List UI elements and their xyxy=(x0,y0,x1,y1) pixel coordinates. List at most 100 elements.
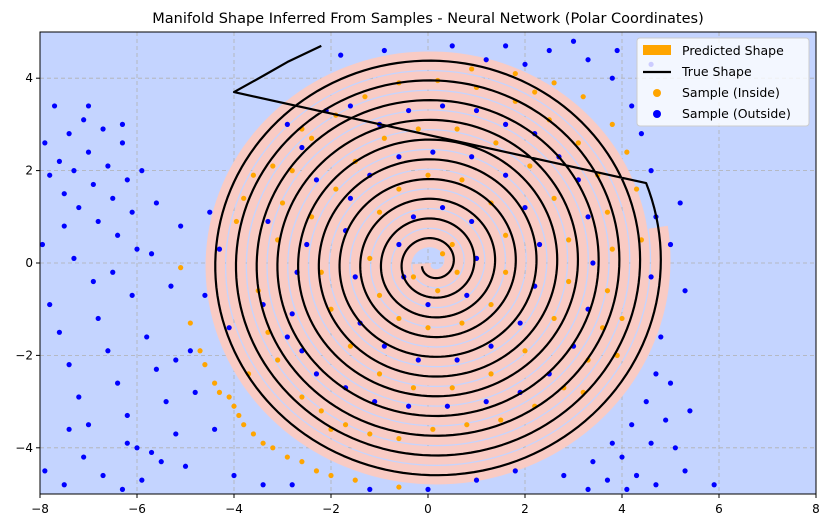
sample-outside-point xyxy=(85,422,92,428)
sample-outside-point xyxy=(667,241,674,248)
sample-outside-point xyxy=(119,121,126,127)
legend-label-inside: Sample (Inside) xyxy=(682,85,780,100)
sample-outside-point xyxy=(284,334,290,340)
sample-inside-point xyxy=(279,200,286,206)
sample-inside-point xyxy=(376,292,383,298)
x-tick-label: 6 xyxy=(715,502,723,516)
sample-inside-point xyxy=(609,121,615,127)
sample-outside-point xyxy=(614,47,620,54)
sample-outside-point xyxy=(289,482,295,488)
sample-inside-point xyxy=(197,348,203,354)
sample-outside-point xyxy=(473,477,480,483)
sample-outside-point xyxy=(444,403,450,409)
sample-outside-point xyxy=(410,214,417,220)
sample-outside-point xyxy=(202,292,208,298)
sample-outside-point xyxy=(42,140,48,146)
sample-inside-point xyxy=(439,251,446,257)
legend-swatch-inside xyxy=(653,89,661,97)
sample-outside-point xyxy=(95,218,101,225)
sample-outside-point xyxy=(483,399,489,405)
sample-outside-point xyxy=(604,477,611,483)
sample-outside-point xyxy=(406,107,412,114)
sample-inside-point xyxy=(580,94,586,100)
sample-outside-point xyxy=(677,200,683,206)
sample-outside-point xyxy=(124,440,130,446)
sample-outside-point xyxy=(449,43,455,49)
sample-inside-point xyxy=(202,362,208,368)
sample-outside-point xyxy=(124,177,130,183)
sample-inside-point xyxy=(342,422,349,428)
sample-inside-point xyxy=(231,403,237,409)
sample-inside-point xyxy=(566,278,572,285)
sample-inside-point xyxy=(522,348,528,354)
sample-outside-point xyxy=(148,449,155,456)
sample-outside-point xyxy=(396,154,402,160)
sample-inside-point xyxy=(250,172,256,178)
sample-inside-point xyxy=(503,269,509,275)
sample-inside-point xyxy=(551,315,557,322)
sample-outside-point xyxy=(663,417,669,423)
sample-outside-point xyxy=(105,348,111,354)
sample-outside-point xyxy=(643,399,649,405)
sample-outside-point xyxy=(522,204,528,211)
x-tick-label: 2 xyxy=(521,502,529,516)
sample-outside-point xyxy=(430,149,436,155)
sample-outside-point xyxy=(158,459,164,465)
sample-outside-point xyxy=(711,482,717,488)
sample-outside-point xyxy=(425,301,431,308)
sample-inside-point xyxy=(376,209,383,215)
sample-outside-point xyxy=(629,422,635,428)
sample-outside-point xyxy=(347,195,353,201)
sample-outside-point xyxy=(624,486,630,492)
sample-outside-point xyxy=(619,454,625,460)
sample-outside-point xyxy=(648,440,654,446)
sample-inside-point xyxy=(459,177,465,183)
sample-outside-point xyxy=(119,486,126,492)
legend-label-true: True Shape xyxy=(681,64,752,79)
sample-outside-point xyxy=(439,204,446,211)
sample-outside-point xyxy=(546,47,552,54)
sample-outside-point xyxy=(638,131,645,137)
sample-inside-point xyxy=(318,408,324,414)
sample-inside-point xyxy=(289,168,295,174)
sample-outside-point xyxy=(585,486,591,492)
sample-inside-point xyxy=(212,380,218,386)
sample-outside-point xyxy=(483,57,489,63)
sample-inside-point xyxy=(551,195,557,201)
sample-outside-point xyxy=(51,103,58,109)
sample-outside-point xyxy=(148,251,155,257)
sample-inside-point xyxy=(178,265,184,271)
sample-outside-point xyxy=(304,241,310,248)
sample-inside-point xyxy=(435,288,441,294)
sample-inside-point xyxy=(376,371,383,377)
sample-outside-point xyxy=(464,292,470,298)
sample-outside-point xyxy=(76,394,82,400)
sample-outside-point xyxy=(265,218,271,225)
sample-outside-point xyxy=(100,126,106,132)
sample-outside-point xyxy=(653,371,659,377)
sample-outside-point xyxy=(71,168,77,174)
sample-outside-point xyxy=(633,472,640,479)
sample-outside-point xyxy=(488,343,494,349)
sample-inside-point xyxy=(352,477,358,483)
sample-outside-point xyxy=(473,107,480,114)
sample-outside-point xyxy=(231,472,237,479)
sample-inside-point xyxy=(187,320,193,326)
sample-outside-point xyxy=(381,343,387,349)
true-shape xyxy=(214,44,662,477)
sample-outside-point xyxy=(95,315,101,322)
y-axis: −4 −2 0 2 4 xyxy=(15,71,40,455)
sample-inside-point xyxy=(299,459,305,465)
sample-inside-point xyxy=(633,186,640,192)
sample-outside-point xyxy=(85,103,92,109)
sample-outside-point xyxy=(590,459,596,465)
sample-outside-point xyxy=(178,223,184,229)
sample-inside-point xyxy=(216,389,223,395)
sample-outside-point xyxy=(367,486,373,492)
predicted-band xyxy=(205,51,671,485)
sample-inside-point xyxy=(459,320,465,326)
sample-outside-point xyxy=(512,468,518,474)
sample-outside-point xyxy=(47,172,53,178)
legend-swatch-predicted xyxy=(643,45,671,55)
